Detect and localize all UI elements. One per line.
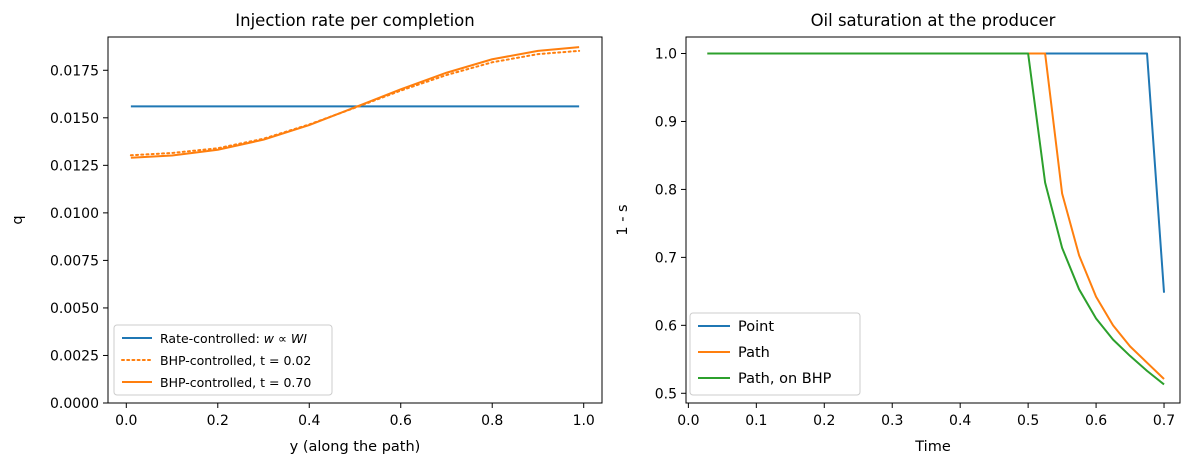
x-tick-label: 0.5 — [1017, 413, 1039, 429]
x-tick-label: 0.3 — [881, 413, 903, 429]
y-tick-label: 0.7 — [655, 250, 677, 266]
legend-label-1: Point — [738, 319, 774, 335]
x-tick-label: 0.2 — [813, 413, 835, 429]
series-lines — [129, 46, 581, 159]
y-tick-label: 0.0175 — [50, 63, 99, 79]
y-tick-label: 0.0025 — [50, 348, 99, 364]
axes-frame — [107, 36, 603, 404]
x-tick-label: 0.2 — [207, 413, 229, 429]
chart-panel-1: 0.0 0.2 0.4 0.6 0.8 1.0 0.0000 0.0025 0.0050 0.00… — [10, 11, 603, 455]
y-tick-label: 0.0050 — [50, 301, 99, 317]
legend-box — [689, 312, 861, 396]
y-tick-label: 0.6 — [655, 318, 677, 334]
x-axis-label: y (along the path) — [290, 439, 421, 455]
chart-panel-2: 0.0 0.1 0.2 0.3 0.4 0.5 0.6 0.7 0.5 0.6 0.7 0.8 0.9 1… — [615, 11, 1181, 455]
y-axis-label: q — [10, 215, 26, 224]
x-tick-label: 0.4 — [298, 413, 320, 429]
series-line-2 — [129, 49, 581, 157]
legend-label-2: BHP-controlled, t = 0.02 — [160, 353, 311, 368]
x-tick-label: 0.6 — [1085, 413, 1107, 429]
legend-label-2: Path — [738, 345, 770, 361]
x-tick-label: 0.7 — [1153, 413, 1175, 429]
series-line-1 — [707, 52, 1166, 293]
y-tick-label: 0.8 — [655, 182, 677, 198]
y-tick-label: 1.0 — [655, 47, 677, 63]
series-line-3 — [130, 46, 580, 159]
y-tick-label: 0.0125 — [50, 158, 99, 174]
legend-label-3: Path, on BHP — [738, 371, 832, 387]
x-tick-label: 1.0 — [573, 413, 595, 429]
legend: Rate-controlled: w ∝ WI BHP-controlled, t… — [113, 324, 333, 396]
y-tick-label: 0.0150 — [50, 111, 99, 127]
series-line-2 — [707, 52, 1165, 380]
legend: Point Path Path, on BHP — [689, 312, 861, 396]
x-tick-label: 0.1 — [745, 413, 767, 429]
x-axis-label: Time — [914, 439, 951, 455]
axes-frame — [685, 36, 1181, 404]
legend-box — [113, 324, 333, 396]
y-tick-label: 0.9 — [655, 114, 677, 130]
y-tick-label: 0.0000 — [50, 396, 99, 412]
legend-label-1: Rate-controlled: w ∝ WI — [160, 331, 307, 346]
x-tick-label: 0.0 — [677, 413, 699, 429]
x-tick-label: 0.8 — [481, 413, 503, 429]
series-line-3 — [707, 52, 1165, 386]
legend-label-3: BHP-controlled, t = 0.70 — [160, 375, 311, 390]
x-tick-label: 0.4 — [949, 413, 971, 429]
y-tick-label: 0.0075 — [50, 253, 99, 269]
x-tick-label: 0.6 — [390, 413, 412, 429]
chart-title: Injection rate per completion — [235, 11, 474, 30]
y-tick-label: 0.0100 — [50, 206, 99, 222]
y-axis-label: 1 - s — [615, 204, 631, 235]
chart-title: Oil saturation at the producer — [811, 11, 1056, 30]
y-tick-label: 0.5 — [655, 386, 677, 402]
series-lines — [707, 52, 1166, 386]
x-tick-label: 0.0 — [115, 413, 137, 429]
